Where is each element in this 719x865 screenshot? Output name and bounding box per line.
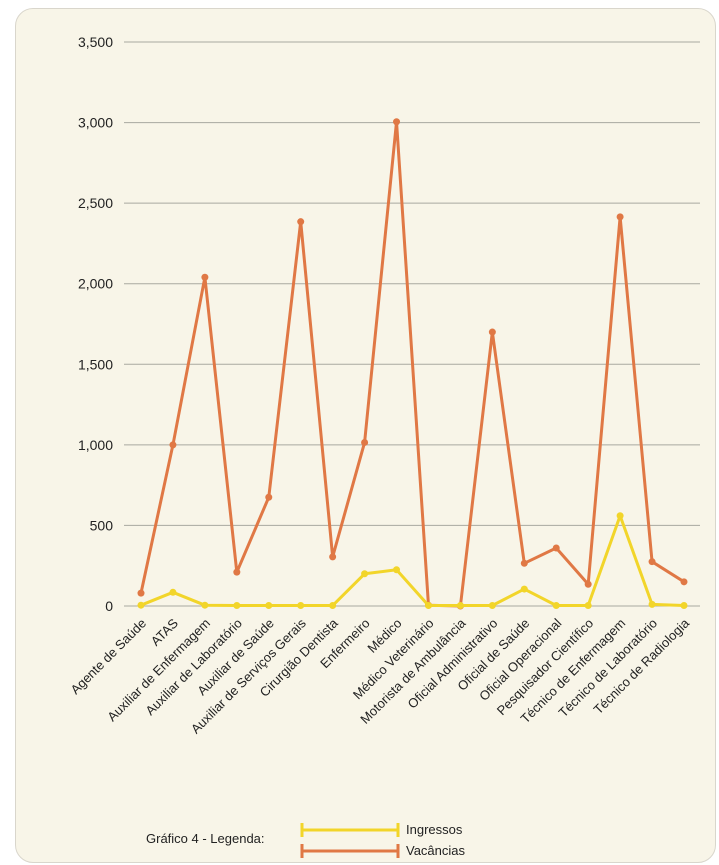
y-tick-label: 3,500 <box>78 34 113 50</box>
data-point <box>521 560 528 567</box>
data-point <box>201 274 208 281</box>
data-point <box>425 602 432 609</box>
y-tick-label: 1,000 <box>78 437 113 453</box>
legend-title: Gráfico 4 - Legenda: <box>146 831 265 846</box>
data-point <box>521 586 528 593</box>
data-point <box>138 602 145 609</box>
legend-label-vacancias: Vacâncias <box>406 843 465 858</box>
y-axis-ticks: 0 500 1,000 1,500 2,000 2,500 3,000 3,500 <box>78 34 113 614</box>
legend-label-ingressos: Ingressos <box>406 822 462 837</box>
data-point <box>393 566 400 573</box>
data-point <box>201 602 208 609</box>
series-line <box>141 516 684 606</box>
data-point <box>649 601 656 608</box>
y-tick-label: 2,500 <box>78 195 113 211</box>
data-point <box>681 602 688 609</box>
data-point <box>138 590 145 597</box>
data-point <box>585 581 592 588</box>
data-point <box>617 512 624 519</box>
y-tick-label: 3,000 <box>78 115 113 131</box>
data-point <box>169 589 176 596</box>
data-point <box>649 558 656 565</box>
data-point <box>361 439 368 446</box>
y-tick-label: 1,500 <box>78 356 113 372</box>
y-tick-label: 0 <box>105 598 113 614</box>
data-point <box>233 602 240 609</box>
data-point <box>361 570 368 577</box>
data-point <box>329 553 336 560</box>
data-point <box>393 118 400 125</box>
data-point <box>329 602 336 609</box>
data-point <box>617 213 624 220</box>
data-point <box>297 218 304 225</box>
data-point <box>169 441 176 448</box>
y-tick-label: 2,000 <box>78 276 113 292</box>
data-point <box>265 494 272 501</box>
data-point <box>585 602 592 609</box>
data-point <box>265 602 272 609</box>
data-point <box>489 602 496 609</box>
data-point <box>553 544 560 551</box>
series-ingressos <box>138 512 688 609</box>
data-point <box>457 602 464 609</box>
data-point <box>489 329 496 336</box>
data-point <box>681 578 688 585</box>
y-tick-label: 500 <box>90 517 114 533</box>
data-point <box>553 602 560 609</box>
data-point <box>233 569 240 576</box>
data-point <box>297 602 304 609</box>
